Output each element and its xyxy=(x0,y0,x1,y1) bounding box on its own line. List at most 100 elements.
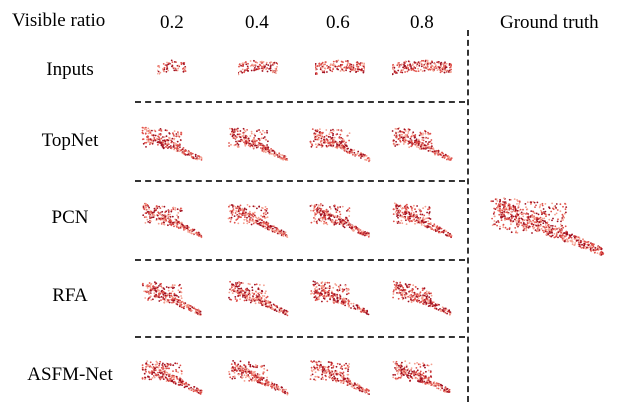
point xyxy=(250,374,253,377)
point xyxy=(266,376,268,379)
point xyxy=(350,69,353,71)
point xyxy=(530,231,533,234)
point xyxy=(409,379,411,382)
point xyxy=(417,67,419,70)
point xyxy=(438,303,440,306)
point xyxy=(180,303,183,306)
point xyxy=(270,148,272,150)
point xyxy=(175,224,178,227)
point xyxy=(158,136,160,139)
point xyxy=(163,66,166,69)
point xyxy=(439,308,441,310)
point xyxy=(249,142,251,145)
point xyxy=(162,291,164,294)
point xyxy=(315,363,318,366)
point xyxy=(321,219,324,221)
point xyxy=(324,221,326,224)
point xyxy=(397,216,399,219)
point xyxy=(169,216,172,218)
point xyxy=(191,306,194,309)
point xyxy=(310,209,312,212)
point xyxy=(152,216,155,219)
point xyxy=(231,204,234,207)
point xyxy=(418,376,421,378)
point xyxy=(314,204,316,206)
point xyxy=(234,135,237,137)
point xyxy=(417,143,420,145)
point xyxy=(321,204,324,207)
point xyxy=(248,361,250,364)
point xyxy=(243,138,246,141)
point xyxy=(556,217,559,220)
point xyxy=(427,299,430,302)
point xyxy=(418,374,420,377)
point xyxy=(245,367,247,370)
point xyxy=(431,305,434,308)
point xyxy=(150,366,153,369)
point xyxy=(268,383,271,386)
point xyxy=(342,225,345,228)
point xyxy=(414,373,417,376)
point xyxy=(327,287,329,289)
point xyxy=(252,140,255,142)
point xyxy=(238,70,241,73)
point xyxy=(241,376,244,379)
point xyxy=(409,217,411,220)
point xyxy=(350,307,352,309)
point xyxy=(245,299,248,302)
point xyxy=(278,387,280,390)
point xyxy=(325,375,327,378)
point xyxy=(177,216,180,218)
point xyxy=(544,214,547,217)
point xyxy=(397,220,400,223)
point xyxy=(166,379,169,381)
point xyxy=(155,369,158,372)
point xyxy=(338,223,341,225)
point xyxy=(323,285,326,287)
point xyxy=(271,308,273,310)
point xyxy=(316,211,319,214)
point xyxy=(273,309,276,312)
point xyxy=(156,363,158,365)
point xyxy=(251,292,254,294)
point xyxy=(178,150,181,153)
point xyxy=(443,307,445,310)
point xyxy=(423,214,426,217)
point xyxy=(266,216,269,219)
point xyxy=(539,203,541,206)
point xyxy=(154,130,157,133)
point xyxy=(242,127,245,130)
point xyxy=(320,364,322,367)
point xyxy=(263,295,266,297)
point xyxy=(442,156,444,158)
point xyxy=(368,234,371,236)
point xyxy=(164,218,167,221)
point xyxy=(174,209,177,211)
point xyxy=(410,372,413,375)
point xyxy=(265,61,268,64)
point xyxy=(273,70,276,73)
point xyxy=(442,310,445,313)
point xyxy=(393,289,395,292)
point xyxy=(199,310,202,313)
point xyxy=(179,302,182,305)
point xyxy=(238,212,241,215)
point xyxy=(320,140,322,142)
point xyxy=(230,289,233,292)
point xyxy=(397,366,399,369)
point xyxy=(319,361,322,363)
point xyxy=(394,367,396,369)
point xyxy=(231,366,234,368)
point xyxy=(400,219,403,222)
point xyxy=(446,70,449,72)
point xyxy=(259,365,262,368)
point xyxy=(256,139,258,142)
point xyxy=(177,64,180,67)
point xyxy=(437,226,440,229)
point xyxy=(325,378,327,381)
point xyxy=(348,363,351,365)
point xyxy=(162,293,165,296)
point xyxy=(152,367,154,370)
point xyxy=(423,69,426,72)
point xyxy=(249,214,252,217)
